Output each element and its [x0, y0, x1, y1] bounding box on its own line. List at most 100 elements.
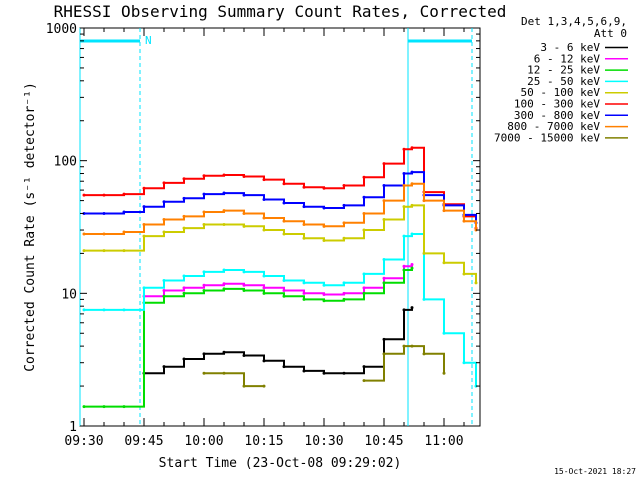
data-point	[242, 224, 246, 228]
data-point	[462, 219, 466, 223]
data-point	[342, 297, 346, 301]
y-axis-label: Corrected Count Rate (s⁻¹ detector⁻¹)	[23, 82, 38, 372]
data-point	[322, 283, 326, 287]
data-point	[142, 186, 146, 190]
data-point	[302, 297, 306, 301]
data-point	[410, 182, 414, 186]
data-point	[410, 203, 414, 207]
x-axis-label: Start Time (23-Oct-08 09:29:02)	[159, 456, 402, 471]
x-tick-label: 10:00	[184, 434, 223, 449]
data-point	[182, 226, 186, 230]
data-point	[342, 203, 346, 207]
legend-label: 300 - 800 keV	[514, 109, 600, 122]
footer-timestamp: 15-Oct-2021 18:27	[554, 467, 636, 476]
data-point	[122, 405, 126, 409]
legend-label: 100 - 300 keV	[514, 98, 600, 111]
data-point	[162, 278, 166, 282]
data-point	[410, 262, 414, 266]
y-tick-label: 10	[61, 287, 77, 302]
data-point	[442, 371, 446, 375]
data-point	[362, 272, 366, 276]
chart-marks: N	[79, 28, 478, 426]
data-point	[262, 216, 266, 220]
data-point	[82, 405, 86, 409]
legend-label: 7000 - 15000 keV	[494, 131, 600, 144]
data-point	[202, 270, 206, 274]
data-point	[402, 344, 406, 348]
data-point	[222, 350, 226, 354]
data-point	[402, 264, 406, 268]
data-point	[382, 218, 386, 222]
data-point	[410, 232, 414, 236]
data-point	[82, 232, 86, 236]
data-point	[222, 287, 226, 291]
data-point	[262, 274, 266, 278]
data-point	[242, 353, 246, 357]
data-point	[242, 384, 246, 388]
data-point	[162, 365, 166, 369]
series-line	[204, 345, 445, 388]
data-point	[362, 365, 366, 369]
data-point	[362, 211, 366, 215]
data-point	[410, 266, 414, 270]
data-point	[102, 308, 106, 312]
data-point	[122, 249, 126, 253]
data-point	[382, 162, 386, 166]
x-tick-label: 11:00	[424, 434, 463, 449]
data-point	[162, 294, 166, 298]
x-axis: 09:30 09:45 10:00 10:15 10:30 10:45 11:00	[64, 28, 465, 449]
data-point	[442, 331, 446, 335]
data-point	[322, 239, 326, 243]
y-tick-label: 100	[54, 155, 77, 170]
data-point	[282, 365, 286, 369]
data-point	[342, 291, 346, 295]
data-point	[182, 286, 186, 290]
data-point	[342, 371, 346, 375]
data-point	[402, 268, 406, 272]
data-point	[202, 210, 206, 214]
data-point	[162, 230, 166, 234]
data-point	[322, 299, 326, 303]
flag-label: N	[145, 34, 152, 47]
data-point	[142, 286, 146, 290]
legend-label: 6 - 12 keV	[534, 52, 601, 65]
data-point	[182, 291, 186, 295]
data-point	[202, 192, 206, 196]
x-tick-label: 09:30	[64, 434, 103, 449]
data-point	[322, 371, 326, 375]
data-point	[282, 219, 286, 223]
data-point	[462, 272, 466, 276]
data-point	[162, 200, 166, 204]
y-axis: 1 10 100 1000	[46, 22, 480, 435]
data-point	[282, 232, 286, 236]
data-point	[410, 146, 414, 150]
data-point	[474, 281, 478, 285]
data-point	[410, 170, 414, 174]
data-point	[422, 199, 426, 203]
data-point	[242, 193, 246, 197]
data-point	[102, 232, 106, 236]
data-point	[402, 183, 406, 187]
data-point	[302, 369, 306, 373]
data-point	[102, 405, 106, 409]
data-point	[262, 197, 266, 201]
data-point	[302, 236, 306, 240]
data-point	[382, 276, 386, 280]
data-point	[382, 281, 386, 285]
data-point	[222, 209, 226, 213]
data-point	[322, 206, 326, 210]
data-point	[242, 174, 246, 178]
data-point	[462, 361, 466, 365]
data-point	[102, 211, 106, 215]
data-point	[262, 359, 266, 363]
data-point	[322, 292, 326, 296]
data-point	[302, 291, 306, 295]
data-point	[322, 186, 326, 190]
data-point	[142, 205, 146, 209]
data-point	[82, 308, 86, 312]
data-point	[222, 282, 226, 286]
data-point	[402, 172, 406, 176]
data-point	[142, 234, 146, 238]
data-point	[202, 352, 206, 356]
